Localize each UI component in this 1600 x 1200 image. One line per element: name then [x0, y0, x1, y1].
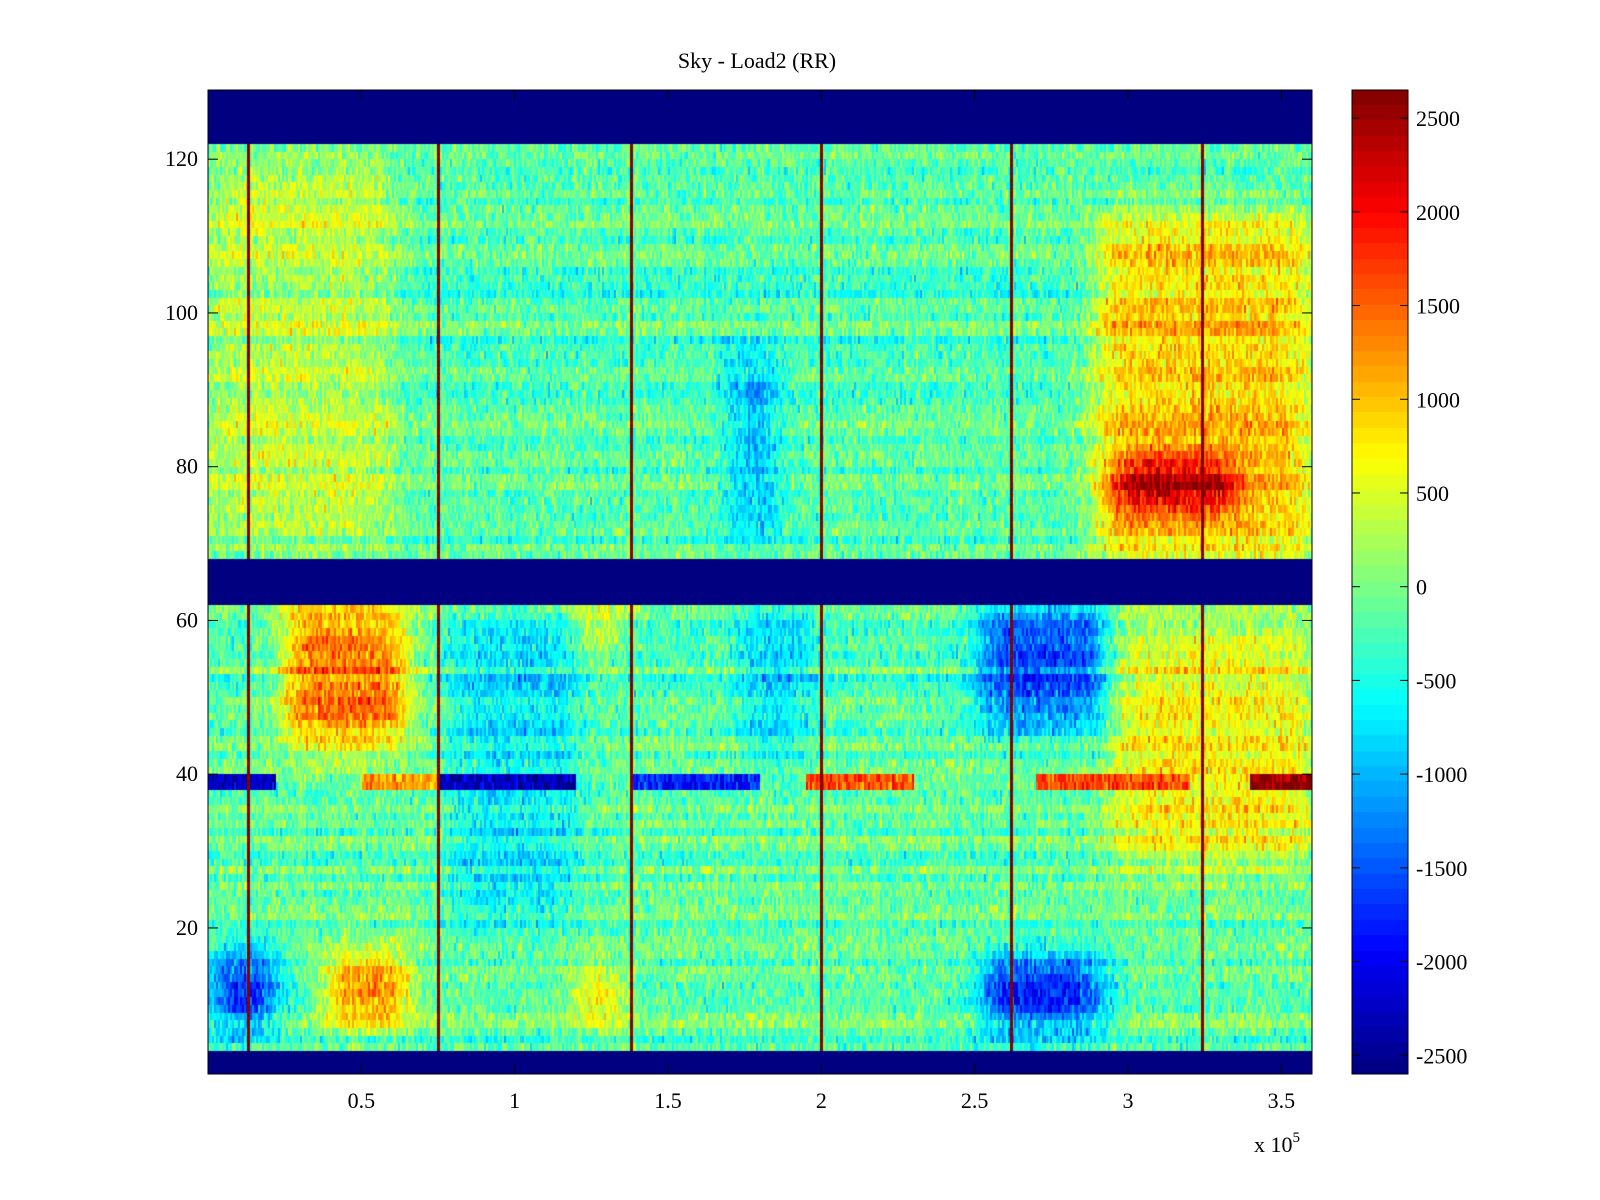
x-tick-label: 1	[509, 1088, 520, 1113]
y-tick-label: 120	[165, 146, 198, 171]
y-tick-label: 80	[176, 454, 198, 479]
colorbar-tick-label: 0	[1416, 575, 1427, 600]
plot-area	[207, 89, 1313, 1075]
colorbar-gradient-container	[1352, 90, 1408, 1074]
x-tick-label: 2.5	[961, 1088, 989, 1113]
colorbar: 2500 2000 1500 1000 500 0 -500 -1000 -1500 -2000 -…	[1351, 89, 1467, 1075]
y-tick-label: 20	[176, 915, 198, 940]
plot-frame	[207, 89, 1313, 1075]
colorbar-tick-label: 500	[1416, 481, 1449, 506]
x-tick-label: 0.5	[348, 1088, 376, 1113]
colorbar-tick-label: 1000	[1416, 387, 1460, 412]
colorbar-tick-label: -500	[1416, 668, 1456, 693]
y-tick-label: 100	[165, 300, 198, 325]
x-tick-label: 3.5	[1268, 1088, 1296, 1113]
colorbar-tick-label: 2000	[1416, 200, 1460, 225]
y-tick-label: 40	[176, 761, 198, 786]
x-tick-label: 1.5	[654, 1088, 682, 1113]
colorbar-ticks: 2500 2000 1500 1000 500 0 -500 -1000 -1500 -2000 -…	[1352, 106, 1467, 1068]
x-tick-label: 3	[1123, 1088, 1134, 1113]
colorbar-tick-label: 2500	[1416, 106, 1460, 131]
colorbar-gradient	[1352, 90, 1408, 1074]
colorbar-frame	[1351, 89, 1409, 1075]
y-tick-label: 60	[176, 607, 198, 632]
colorbar-tick-label: -1000	[1416, 762, 1467, 787]
colorbar-tick-label: -2500	[1416, 1043, 1467, 1068]
colorbar-tick-label: -1500	[1416, 856, 1467, 881]
y-axis: 20 40 60 80 100 120	[165, 146, 1312, 940]
x-multiplier-label: x 105	[1254, 1130, 1300, 1157]
chart-title: Sky - Load2 (RR)	[678, 48, 836, 73]
colorbar-tick-label: -2000	[1416, 950, 1467, 975]
heatmap-image-container	[208, 90, 1312, 1074]
heatmap-image	[208, 90, 1312, 1074]
colorbar-tick-label: 1500	[1416, 294, 1460, 319]
x-tick-label: 2	[816, 1088, 827, 1113]
x-axis: 0.5 1 1.5 2 2.5 3 3.5	[348, 90, 1296, 1113]
